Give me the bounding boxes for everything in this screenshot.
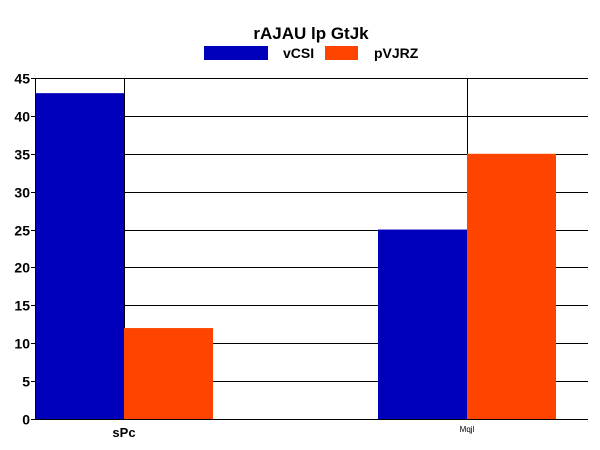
x-tick-label: sPc (112, 425, 135, 440)
x-tick-label: Mqjl (460, 425, 475, 434)
y-tick-label: 40 (14, 109, 30, 125)
legend-swatch-vcsi (204, 46, 268, 60)
tick-labels: 0 5 10 15 20 25 30 35 40 45 sPc Mqjl (14, 71, 474, 441)
legend-label-vcsi: vCSI (283, 45, 314, 61)
legend-swatch-pvjrz (325, 46, 358, 60)
bar-vcsi-spc (35, 93, 124, 420)
axes (31, 78, 588, 420)
y-tick-label: 35 (14, 147, 30, 163)
y-tick-label: 20 (14, 260, 30, 276)
y-tick-label: 0 (22, 412, 30, 428)
y-tick-label: 30 (14, 185, 30, 201)
y-tick-label: 45 (14, 71, 30, 87)
bars (35, 93, 556, 420)
y-tick-label: 25 (14, 223, 30, 239)
legend: vCSI pVJRZ (204, 45, 419, 61)
y-tick-label: 5 (22, 374, 30, 390)
bar-pvjrz-spc (124, 328, 213, 419)
bar-vcsi-mqjl (378, 229, 467, 419)
y-tick-label: 15 (14, 298, 30, 314)
bar-pvjrz-mqjl (467, 153, 556, 419)
legend-label-pvjrz: pVJRZ (374, 45, 419, 61)
y-tick-label: 10 (14, 336, 30, 352)
chart-title: rAJAU lp GtJk (253, 24, 369, 43)
